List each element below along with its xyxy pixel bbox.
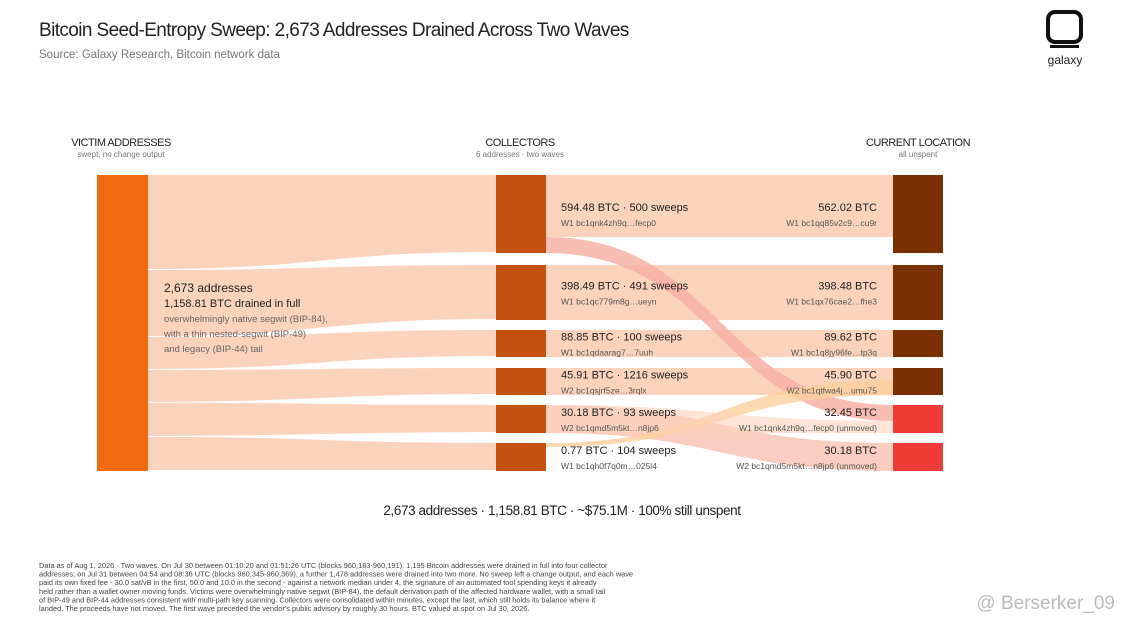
flow-gap <box>147 393 497 404</box>
location-amount: 45.90 BTC <box>824 370 877 382</box>
collector-amount: 398.49 BTC · 491 sweeps <box>561 281 689 293</box>
collector-address: W1 bc1qdaarag7…7uuh <box>561 348 653 358</box>
collector-node <box>496 175 546 253</box>
victim-label: overwhelmingly native segwit (BIP-84), <box>164 314 328 325</box>
footnote-line: held rather than a wallet owner moving f… <box>39 587 606 596</box>
summary: 2,673 addresses · 1,158.81 BTC · ~$75.1M… <box>383 503 741 518</box>
column-subtitle: swept, no change output <box>77 150 165 159</box>
flow-in <box>148 436 496 471</box>
location-node <box>893 175 943 253</box>
flow-out <box>546 175 893 237</box>
logo-mark <box>1046 10 1083 44</box>
location-address: W2 bc1qtfwa4j…umu75 <box>787 386 878 396</box>
collector-node <box>496 330 546 357</box>
victim-label: with a thin nested-segwit (BIP-49) <box>163 329 306 340</box>
victim-label: 1,158.81 BTC drained in full <box>164 298 300 310</box>
victim-label: and legacy (BIP-44) tail <box>164 344 263 355</box>
location-node <box>893 405 943 433</box>
collector-address: W1 bc1qc779m8g…ueyn <box>561 297 657 307</box>
logo-bar <box>1050 45 1079 48</box>
flow-gap <box>147 431 497 438</box>
location-amount: 30.18 BTC <box>824 445 877 457</box>
footnote-line: paid its own fixed fee - 30.0 sat/vB in … <box>39 578 597 587</box>
flow-gap <box>147 318 497 339</box>
collector-amount: 30.18 BTC · 93 sweeps <box>561 407 676 419</box>
collector-amount: 594.48 BTC · 500 sweeps <box>561 202 689 214</box>
flow-in <box>148 175 496 271</box>
flow-in <box>148 330 496 370</box>
collector-node <box>496 405 546 433</box>
location-amount: 89.62 BTC <box>824 332 877 344</box>
footnote-line: addresses; on Jul 31 between 04:54 and 0… <box>39 570 633 579</box>
flow-out <box>546 330 893 357</box>
location-address: W1 bc1qq85v2c9…cu9r <box>786 218 877 228</box>
location-node <box>893 443 943 471</box>
source: Source: Galaxy Research, Bitcoin network… <box>39 49 281 61</box>
collector-node <box>496 368 546 395</box>
collector-node <box>496 265 546 320</box>
victim-label: 2,673 addresses <box>164 281 253 295</box>
location-amount: 562.02 BTC <box>818 202 877 214</box>
logo: galaxy <box>1046 10 1083 67</box>
collector-address: W1 bc1qh0f7q0m…025l4 <box>561 461 657 471</box>
footnote-line: of BIP-49 and BIP-44 addresses consisten… <box>39 595 595 604</box>
location-amount: 398.48 BTC <box>818 281 877 293</box>
collector-amount: 45.91 BTC · 1216 sweeps <box>561 370 689 382</box>
location-node <box>893 330 943 357</box>
title: Bitcoin Seed-Entropy Sweep: 2,673 Addres… <box>39 20 629 41</box>
location-address: W1 bc1qnk4zh9q…fecp0 (unmoved) <box>739 423 877 433</box>
flow-gap <box>147 355 497 371</box>
flow-in <box>148 368 496 403</box>
location-amount: 32.45 BTC <box>824 407 877 419</box>
logo-text: galaxy <box>1048 53 1083 67</box>
column-title: VICTIM ADDRESSES <box>71 137 171 149</box>
location-address: W1 bc1q8jy96fe…tp3q <box>791 348 877 358</box>
collector-address: W2 bc1qmd5m5kt…n8jp6 <box>561 423 659 433</box>
flow-gap <box>147 251 497 272</box>
column-title: CURRENT LOCATION <box>866 137 971 149</box>
column-subtitle: all unspent <box>899 150 938 159</box>
flow-out-cross <box>546 405 893 433</box>
location-address: W2 bc1qmd5m5kt…n8jp6 (unmoved) <box>736 461 877 471</box>
location-node <box>893 368 943 395</box>
watermark: @ Berserker_09 <box>976 593 1115 614</box>
column-subtitle: 6 addresses · two waves <box>476 150 564 159</box>
collector-address: W1 bc1qnk4zh9q…fecp0 <box>561 218 656 228</box>
location-address: W1 bc1qx76cae2…fhe3 <box>786 297 877 307</box>
collector-node <box>496 443 546 471</box>
collector-amount: 88.85 BTC · 100 sweeps <box>561 332 683 344</box>
flow-in <box>148 402 496 437</box>
flow-out <box>546 265 893 320</box>
location-node <box>893 265 943 320</box>
footnote-line: Data as of Aug 1, 2026 · Two waves. On J… <box>39 561 608 570</box>
column-title: COLLECTORS <box>485 137 555 149</box>
flow-out-cross <box>546 237 893 421</box>
collector-address: W2 bc1qsjrf5ze…3rqlx <box>561 386 647 396</box>
victim-node <box>97 175 148 471</box>
footnote-line: landed. The proceeds have not moved. The… <box>39 604 529 613</box>
flow-in <box>148 265 496 338</box>
collector-amount: 0.77 BTC · 104 sweeps <box>561 445 676 457</box>
